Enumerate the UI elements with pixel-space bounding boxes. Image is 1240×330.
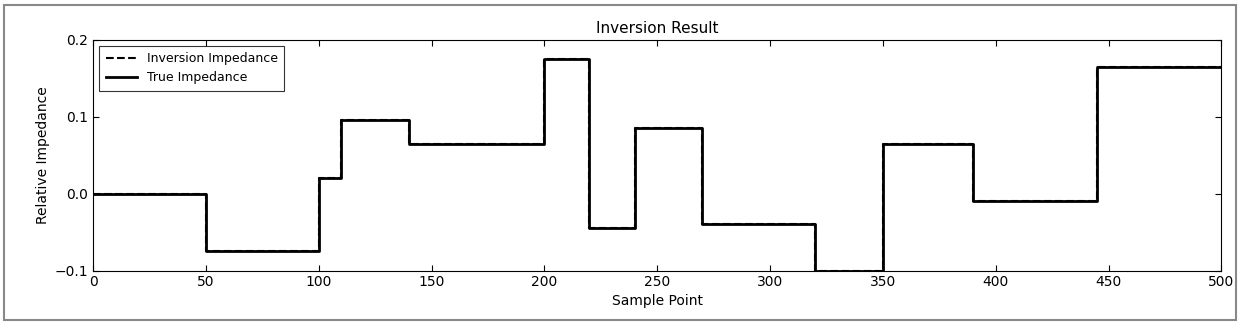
X-axis label: Sample Point: Sample Point bbox=[611, 294, 703, 308]
Title: Inversion Result: Inversion Result bbox=[596, 21, 718, 36]
Legend: Inversion Impedance, True Impedance: Inversion Impedance, True Impedance bbox=[99, 46, 284, 91]
Y-axis label: Relative Impedance: Relative Impedance bbox=[36, 86, 51, 224]
